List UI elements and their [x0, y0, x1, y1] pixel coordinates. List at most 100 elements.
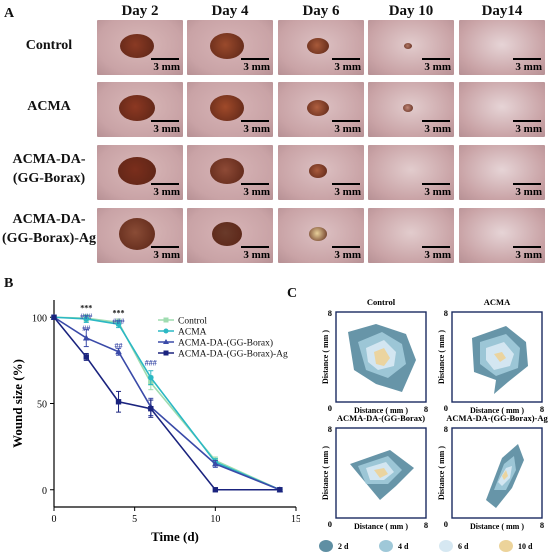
wound-photo: 3 mm — [278, 208, 364, 263]
plot-frame — [451, 427, 543, 519]
row-label-acma: ACMA — [0, 97, 98, 116]
scale-label: 3 mm — [424, 249, 451, 261]
legend-label: ACMA — [178, 328, 207, 338]
legend-marker — [163, 328, 169, 334]
data-point — [212, 487, 219, 493]
scale-label: 3 mm — [515, 249, 542, 261]
wound-photo: 3 mm — [187, 145, 273, 200]
legend-marker — [163, 350, 169, 356]
wound-photo: 3 mm — [459, 208, 545, 263]
skin-texture — [459, 82, 545, 137]
row-label-line: Control — [25, 38, 73, 53]
wound-photo: 3 mm — [187, 208, 273, 263]
scale-bar — [332, 183, 360, 185]
row-label-line: ACMA-DA- — [12, 152, 86, 167]
scale-bar — [332, 120, 360, 122]
y-tick-label: 0 — [42, 486, 47, 497]
skin-texture — [459, 145, 545, 200]
legend-marker — [163, 339, 169, 344]
wound-photo: 3 mm — [278, 145, 364, 200]
data-point — [148, 374, 154, 381]
wound-area — [210, 158, 244, 184]
scale-bar — [332, 246, 360, 248]
x-tick-label: 0 — [52, 514, 57, 525]
y-tick-label: 100 — [32, 313, 47, 324]
scale-label: 3 mm — [334, 186, 361, 198]
wound-photo: 3 mm — [187, 82, 273, 137]
scale-label: 3 mm — [334, 123, 361, 135]
series-line — [53, 316, 281, 491]
scale-bar — [422, 120, 450, 122]
scale-bar — [422, 183, 450, 185]
scale-label: 3 mm — [515, 61, 542, 73]
trace-plot: Control 8 8 0 Distance ( mm ) Distance ( mm ) — [321, 297, 428, 415]
wound-photo: 3 mm — [459, 82, 545, 137]
significance-mark: ### — [80, 312, 92, 321]
wound-photo: 3 mm — [459, 20, 545, 75]
scale-bar — [241, 120, 269, 122]
trace-plot: ACMA 8 8 0 Distance ( mm ) Distance ( mm ) — [437, 297, 544, 415]
wound-photo: 3 mm — [368, 82, 454, 137]
legend-label: 10 d — [518, 542, 533, 551]
wound-area — [210, 95, 244, 121]
x-axis-label: Time (d) — [151, 529, 199, 544]
data-point — [82, 334, 90, 341]
row-label-acma-da-gg-borax-ag: ACMA-DA- (GG-Borax)-Ag — [0, 210, 98, 248]
wound-area — [120, 34, 154, 58]
row-label-acma-da-gg-borax: ACMA-DA- (GG-Borax) — [0, 150, 98, 188]
origin-tick: 0 — [444, 519, 448, 529]
wound-trace-10d — [494, 352, 506, 362]
scale-label: 3 mm — [153, 186, 180, 198]
row-label-line: (GG-Borax)-Ag — [1, 231, 97, 246]
scale-label: 3 mm — [424, 123, 451, 135]
wound-trace-10d — [374, 348, 390, 366]
legend-label: 6 d — [458, 542, 469, 551]
skin-texture — [368, 145, 454, 200]
significance-mark: *** — [80, 303, 92, 312]
skin-texture — [368, 208, 454, 263]
wound-area — [403, 104, 413, 112]
skin-texture — [459, 20, 545, 75]
panel-c-letter: C — [287, 286, 298, 301]
legend-swatch — [319, 540, 333, 552]
scale-bar — [241, 58, 269, 60]
scale-bar — [513, 58, 541, 60]
wound-photo: 3 mm — [97, 82, 183, 137]
wound-area — [309, 164, 327, 178]
origin-tick: 0 — [444, 403, 448, 413]
scale-label: 3 mm — [153, 61, 180, 73]
wound-trace-10d — [374, 468, 388, 478]
row-label-line: ACMA — [27, 99, 71, 114]
wound-area — [309, 227, 327, 241]
day-label-4: Day 4 — [211, 3, 249, 19]
wound-area — [118, 157, 156, 185]
scale-label: 3 mm — [243, 249, 270, 261]
wound-photo: 3 mm — [368, 208, 454, 263]
scale-bar — [151, 120, 179, 122]
y-tick-label: 50 — [37, 400, 47, 411]
scale-label: 3 mm — [424, 61, 451, 73]
legend-label: ACMA-DA-(GG-Borax) — [178, 338, 273, 349]
scale-label: 3 mm — [243, 61, 270, 73]
wound-trace-10d — [502, 470, 508, 480]
data-point — [83, 354, 89, 360]
legend-label: 2 d — [338, 542, 349, 551]
y-tick-max: 8 — [444, 308, 448, 318]
scale-bar — [513, 183, 541, 185]
data-point — [212, 460, 219, 467]
x-tick-max: 8 — [540, 520, 544, 530]
x-axis-label: Distance ( mm ) — [354, 522, 408, 531]
significance-mark: ## — [115, 341, 123, 350]
scale-label: 3 mm — [515, 186, 542, 198]
legend-swatch — [379, 540, 393, 552]
scale-label: 3 mm — [334, 249, 361, 261]
data-point — [148, 405, 154, 412]
panel-a-letter: A — [4, 6, 15, 21]
y-axis-label: Distance ( mm ) — [437, 446, 446, 500]
significance-mark: ### — [113, 317, 125, 326]
y-tick-max: 8 — [444, 424, 448, 434]
wound-photo: 3 mm — [97, 20, 183, 75]
day-label-2: Day 2 — [121, 3, 159, 19]
data-point — [83, 316, 90, 322]
x-tick-label: 5 — [132, 514, 137, 525]
